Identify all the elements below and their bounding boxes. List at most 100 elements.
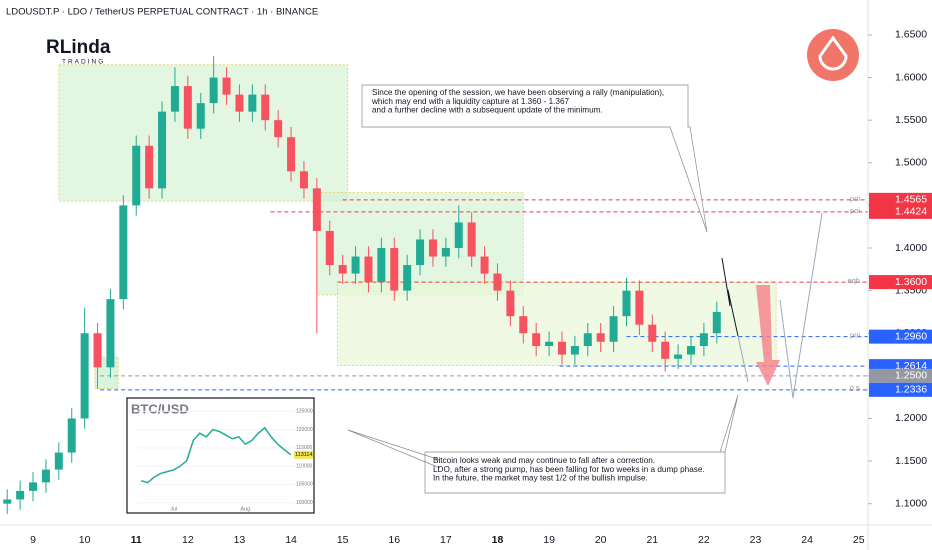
candle-body [299,171,308,189]
candle-body [222,77,231,95]
y-tick-label: 1.4000 [895,242,927,254]
level-tag: poi [850,331,860,340]
candle-body [351,256,360,274]
callouts [347,84,739,494]
annotation: and a further decline with a subsequent … [372,105,603,114]
inset-y-label: 120000 [296,427,313,433]
candle-body [661,341,670,359]
candle-body [712,311,721,334]
candle-body [635,290,644,325]
candle-body [403,265,412,291]
zones [58,64,777,390]
candle-body [54,452,63,470]
x-tick-label: 21 [646,534,658,546]
logo-drop [818,35,848,71]
path-arrow [737,335,749,383]
candle-body [519,316,528,334]
candle-body [377,248,386,283]
inset-chart: BTC/USD 100000 105000 110000 115000 120000 125… [126,397,315,514]
candle-body [119,205,128,300]
inset-y-label: 100000 [296,500,313,506]
price-tag-label: 1.2500 [895,370,927,382]
inset-y-label: 125000 [296,409,313,415]
candle-body [209,77,218,104]
candle-body [428,239,437,257]
inset-x-label: Aug [240,506,250,512]
inset-x-label: Jul [170,506,177,512]
price-tag [869,368,932,383]
candle-body [480,256,489,274]
inset-y-label: 105000 [296,482,313,488]
x-tick-label: 14 [285,534,297,546]
down-arrow [756,285,780,386]
annotation: Bitcoin looks weak and may continue to f… [433,456,655,465]
candle-body [325,230,334,266]
candle-body [699,333,708,347]
level-tag: poi [850,194,860,203]
candle-body [557,341,566,355]
x-tick-label: 18 [492,534,504,546]
logo-subtext: TRADING [62,59,105,66]
zone [337,281,777,367]
candle-body [29,482,38,491]
price-tag-label: 1.2960 [895,330,927,342]
x-tick-label: 17 [440,534,452,546]
chart-title: LDOUSDT.P · LDO / TetherUS PERPETUAL CON… [6,7,318,18]
candle-body [248,94,257,112]
candle-body [3,499,12,504]
candle-body [287,137,296,172]
logo-text: RLinda [46,37,111,58]
x-tick-label: 16 [388,534,400,546]
path-arrow [779,212,823,399]
x-tick-label: 20 [595,534,607,546]
candle-body [41,469,50,483]
candle-body [312,188,321,231]
price-tag [869,329,932,344]
candle-body [67,418,76,453]
x-tick-label: 15 [337,534,349,546]
x-tick-label: 10 [79,534,91,546]
candles [3,56,721,514]
candle-body [274,120,283,138]
levels: poi poi eqh poi 0.5 [100,194,868,393]
candle-body [93,333,102,368]
x-tick-label: 13 [234,534,246,546]
candle-body [145,145,154,189]
candle-body [686,346,695,355]
candle-body [16,490,25,500]
level-tag: eqh [847,276,860,285]
candle-body [454,222,463,249]
callout-box [361,84,708,233]
candle-body [441,248,450,257]
candle-body [106,299,115,368]
x-tick-label: 23 [750,534,762,546]
candle-body [570,346,579,355]
candle-body [338,265,347,274]
inset-y-label: 115000 [296,445,313,451]
x-tick-label: 9 [30,534,36,546]
candle-body [170,86,179,112]
annotation: Since the opening of the session, we hav… [372,88,664,97]
y-tick-label: 1.1000 [895,497,927,509]
x-tick-label: 24 [801,534,813,546]
x-tick-label: 22 [698,534,710,546]
candle-body [545,341,554,347]
x-tick-label: 25 [853,534,865,546]
candle-body [196,103,205,129]
candle-body [609,316,618,342]
price-tag [869,275,932,290]
price-tag [869,204,932,219]
candle-body [493,273,502,291]
level-tag: poi [850,206,860,215]
candle-body [235,94,244,112]
x-tick-label: 19 [543,534,555,546]
candle-body [80,333,89,419]
x-tick-label: 12 [182,534,194,546]
y-tick-label: 1.5500 [895,114,927,126]
callout-box [424,394,739,494]
candle-body [416,239,425,266]
y-tick-label: 1.6000 [895,71,927,83]
candle-body [467,222,476,257]
annotation: which may end with a liquidity capture a… [371,97,570,106]
